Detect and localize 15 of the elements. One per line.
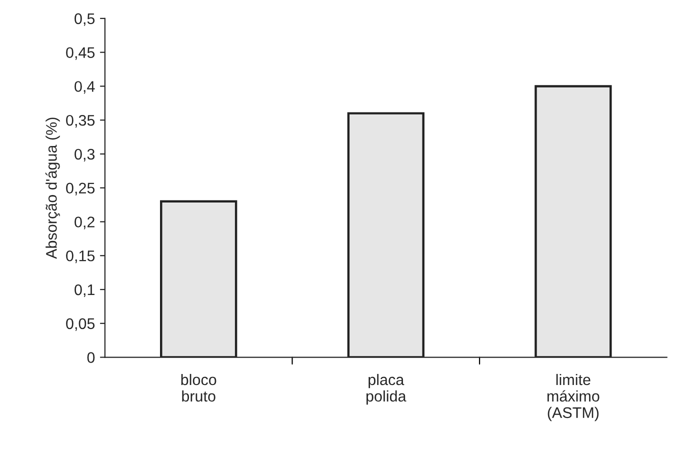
- y-tick-label: 0,4: [74, 81, 95, 94]
- y-tick-label: 0,05: [66, 318, 95, 331]
- y-tick-label: 0,45: [66, 47, 95, 60]
- x-tick-label: limite máximo (ASTM): [547, 374, 600, 422]
- y-tick-label: 0,3: [74, 148, 95, 162]
- y-tick-label: 0,1: [74, 284, 94, 297]
- y-tick-label: 0,2: [74, 216, 94, 230]
- y-tick-label: 0,15: [66, 250, 95, 264]
- y-tick-label: 0,25: [66, 182, 95, 196]
- y-axis-title: Absorção d'água (%): [45, 118, 60, 259]
- y-tick-label: 0,35: [66, 114, 95, 128]
- y-tick-label: 0,5: [74, 13, 95, 26]
- x-tick-label: bloco bruto: [181, 374, 216, 402]
- x-tick-label: placa polida: [366, 374, 406, 405]
- y-tick-label: 0: [87, 352, 95, 363]
